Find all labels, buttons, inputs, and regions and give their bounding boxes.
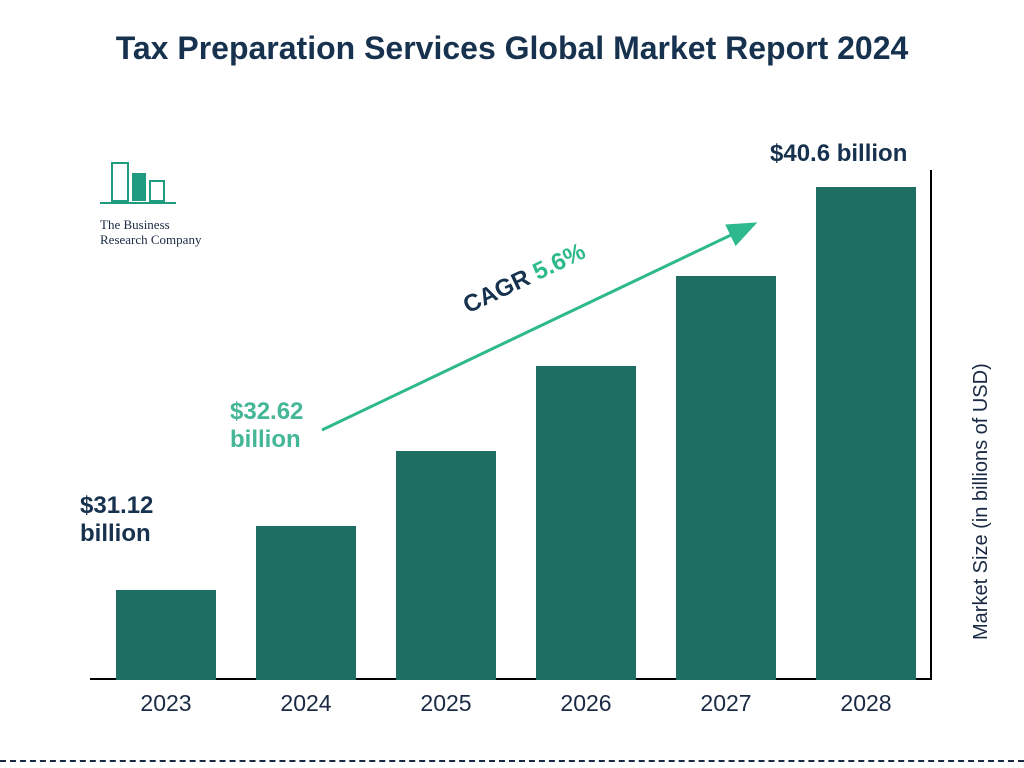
- bar-2028: [816, 187, 916, 680]
- x-tick-2027: 2027: [676, 690, 776, 717]
- y-axis-line: [930, 170, 932, 680]
- bar-2024: [256, 526, 356, 680]
- x-tick-2023: 2023: [116, 690, 216, 717]
- x-tick-2028: 2028: [816, 690, 916, 717]
- value-label-1: $32.62billion: [230, 398, 430, 454]
- bar-2026: [536, 366, 636, 681]
- bar-2025: [396, 451, 496, 681]
- x-tick-2025: 2025: [396, 690, 496, 717]
- chart-container: Tax Preparation Services Global Market R…: [0, 0, 1024, 768]
- value-label-2: $40.6 billion: [770, 140, 970, 168]
- bottom-separator: [0, 760, 1024, 762]
- bar-2027: [676, 276, 776, 680]
- y-axis-label: Market Size (in billions of USD): [970, 280, 993, 640]
- x-tick-2024: 2024: [256, 690, 356, 717]
- bar-2023: [116, 590, 216, 680]
- chart-plot-area: [90, 170, 930, 680]
- chart-title: Tax Preparation Services Global Market R…: [0, 28, 1024, 68]
- x-tick-2026: 2026: [536, 690, 636, 717]
- x-axis-line: [90, 678, 930, 680]
- value-label-0: $31.12billion: [80, 492, 280, 548]
